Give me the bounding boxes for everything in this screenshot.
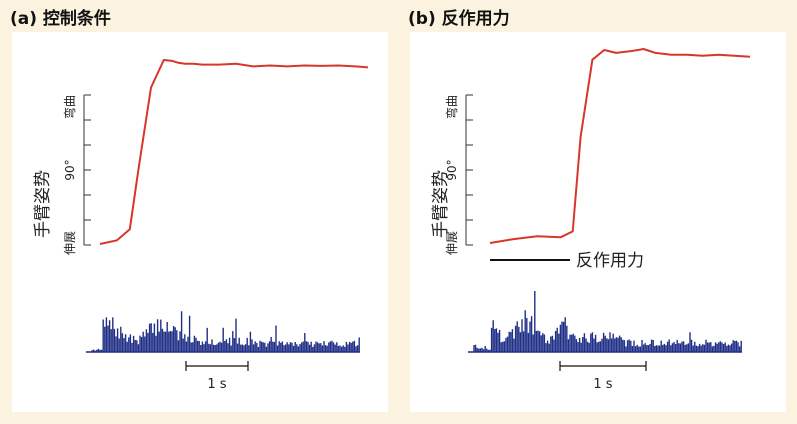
time-scale-label: 1 s — [593, 377, 612, 392]
reaction-force-label: 反作用力 — [576, 251, 644, 271]
panel-title: (b) 反作用力 — [408, 9, 510, 29]
tick-label-extension: 伸展 — [63, 231, 77, 255]
panel-control: (a) 控制条件 手臂姿势 弯曲 90° 伸展 1 s — [0, 0, 390, 424]
time-scale-label: 1 s — [207, 377, 226, 392]
y-axis-label: 手臂姿势 — [431, 170, 451, 238]
chart-control: 手臂姿势 弯曲 90° 伸展 1 s — [33, 59, 369, 392]
tick-label-extension: 伸展 — [445, 231, 459, 255]
panel-reaction-force: (b) 反作用力 手臂姿势 弯曲 90° 伸展反作用力 1 s — [398, 0, 788, 424]
emg-trace — [473, 291, 742, 352]
panel-card: 手臂姿势 弯曲 90° 伸展 1 s — [12, 32, 388, 412]
y-axis-label: 手臂姿势 — [33, 170, 53, 238]
tick-label-90: 90° — [445, 159, 459, 180]
arm-posture-trace — [99, 59, 369, 245]
tick-label-90: 90° — [63, 159, 77, 180]
panel-title: (a) 控制条件 — [10, 9, 111, 29]
emg-trace — [91, 311, 360, 352]
tick-label-flexion: 弯曲 — [444, 95, 459, 119]
panel-card: 手臂姿势 弯曲 90° 伸展反作用力 1 s — [410, 32, 786, 412]
tick-label-flexion: 弯曲 — [62, 95, 77, 119]
arm-posture-trace — [489, 48, 751, 244]
